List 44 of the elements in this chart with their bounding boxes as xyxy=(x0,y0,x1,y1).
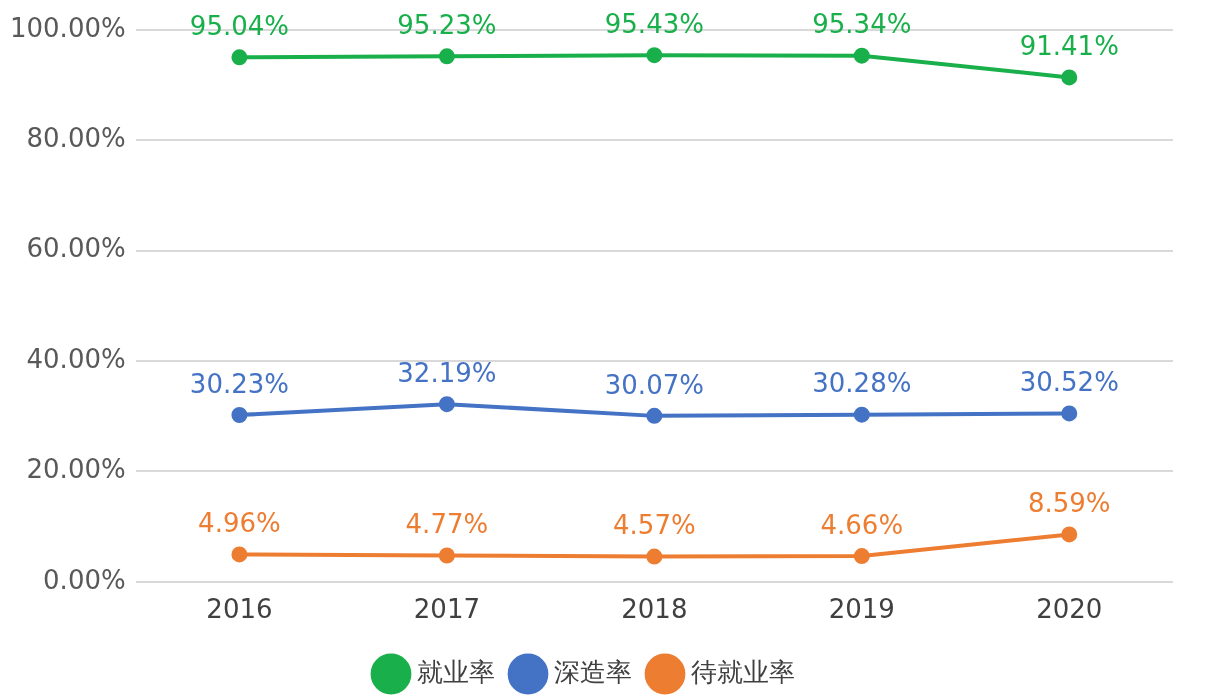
y-tick-label: 60.00% xyxy=(26,233,126,264)
point xyxy=(438,48,455,65)
point xyxy=(853,47,870,64)
legend-label: 就业率 xyxy=(417,656,495,687)
x-tick-label: 2020 xyxy=(1036,594,1103,625)
point xyxy=(1061,405,1078,422)
point xyxy=(646,407,663,424)
point xyxy=(438,396,455,413)
data-label: 8.59% xyxy=(1027,488,1111,519)
data-label: 4.57% xyxy=(613,510,696,541)
data-label: 4.96% xyxy=(198,508,281,539)
y-tick-label: 80.00% xyxy=(26,123,126,154)
legend-label: 深造率 xyxy=(554,656,632,687)
point xyxy=(231,546,248,563)
point xyxy=(1061,526,1078,543)
x-tick-label: 2019 xyxy=(828,594,895,625)
point xyxy=(646,47,663,64)
y-tick-label: 40.00% xyxy=(26,343,126,374)
data-label: 30.23% xyxy=(189,368,289,399)
point xyxy=(853,548,870,565)
data-label: 95.04% xyxy=(189,11,289,42)
x-tick-label: 2018 xyxy=(621,594,688,625)
point xyxy=(438,547,455,564)
legend-label: 待就业率 xyxy=(691,656,795,687)
y-tick-label: 20.00% xyxy=(26,454,126,485)
point xyxy=(231,49,248,66)
y-tick-label: 0.00% xyxy=(43,564,126,595)
y-tick-label: 100.00% xyxy=(9,12,126,43)
data-label: 95.23% xyxy=(397,10,497,41)
point xyxy=(1061,69,1078,86)
data-label: 95.34% xyxy=(812,9,912,40)
data-label: 32.19% xyxy=(397,357,497,388)
data-label: 4.66% xyxy=(820,509,904,540)
x-tick-label: 2017 xyxy=(413,594,480,625)
data-label: 4.77% xyxy=(405,509,489,540)
data-label: 95.43% xyxy=(604,8,704,39)
point xyxy=(646,548,663,565)
point xyxy=(853,406,870,423)
x-tick-label: 2016 xyxy=(206,594,273,625)
data-label: 30.28% xyxy=(812,368,912,399)
data-label: 30.07% xyxy=(604,369,704,400)
data-label: 91.41% xyxy=(1019,31,1119,62)
data-label: 30.52% xyxy=(1019,367,1119,398)
point xyxy=(231,406,248,423)
